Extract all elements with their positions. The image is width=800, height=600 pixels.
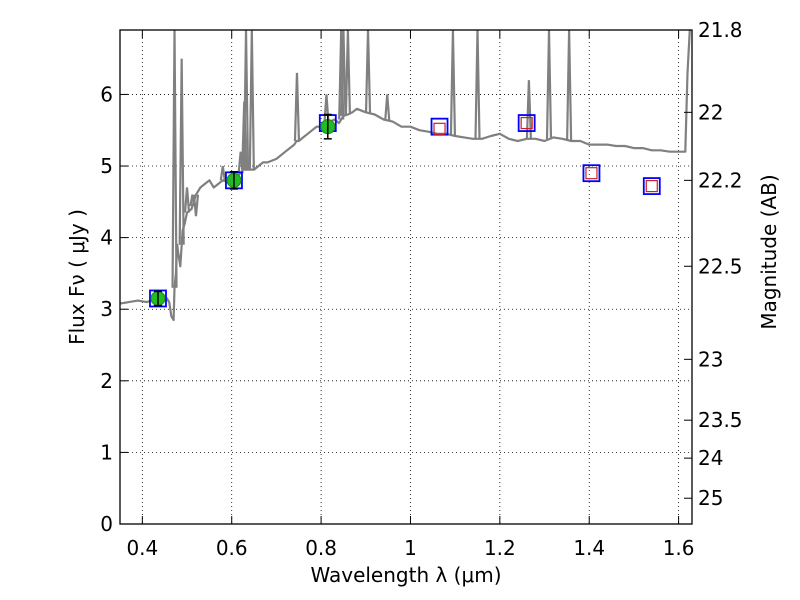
- plot-frame: [119, 29, 693, 525]
- x-tick-label: 1.2: [484, 536, 516, 560]
- y-axis-label: Flux Fν ( μJy ): [65, 209, 89, 345]
- right-tick-label: 25: [698, 486, 723, 510]
- emission-line-spike: [384, 94, 391, 121]
- model-photometry-square: [582, 164, 601, 183]
- upper-limit-square: [520, 116, 533, 130]
- x-tick-label: 0.6: [216, 536, 248, 560]
- upper-limit-square: [433, 122, 446, 135]
- right-tick-label: 23: [698, 347, 723, 371]
- y-tick-label: 1: [100, 440, 113, 464]
- emission-line-spike: [192, 194, 200, 217]
- model-photometry-square: [642, 177, 661, 195]
- x-tick-label: 0.4: [126, 536, 158, 560]
- y-tick-label: 3: [100, 297, 113, 321]
- emission-line-spike: [171, 30, 178, 288]
- emission-line-spike: [323, 94, 330, 123]
- right-axis-label: Magnitude (AB): [757, 174, 781, 329]
- model-spectrum-line: [120, 30, 691, 322]
- y-tick-label: 4: [100, 226, 113, 250]
- x-tick-label: 1.6: [663, 536, 695, 560]
- emission-line-spike: [219, 165, 226, 181]
- model-photometry-square: [149, 289, 167, 308]
- right-tick-label: 21.8: [698, 18, 743, 42]
- emission-line-spike: [178, 58, 185, 245]
- emission-line-spike: [364, 30, 372, 113]
- y-tick-label: 5: [100, 154, 113, 178]
- emission-line-spike: [449, 30, 457, 136]
- emission-line-spike: [545, 30, 553, 140]
- emission-line-spike: [248, 30, 255, 170]
- clipped-series: [120, 30, 691, 322]
- x-tick-label: 1.4: [573, 536, 605, 560]
- x-tick-label: 1: [404, 536, 417, 560]
- ticks: 0.4 0.6 0.8 1 1.2 1.4 1.6012345621.82222.222.5…: [100, 18, 742, 560]
- emission-line-spike: [525, 80, 532, 139]
- y-tick-label: 0: [100, 512, 113, 536]
- emission-line-spike: [566, 30, 573, 141]
- y-tick-label: 2: [100, 369, 113, 393]
- emission-line-spike: [340, 30, 347, 116]
- model-photometry-square: [517, 114, 536, 132]
- right-tick-label: 24: [698, 446, 723, 470]
- right-tick-label: 22: [698, 100, 723, 124]
- emission-line-spike: [344, 30, 352, 115]
- right-tick-label: 23.5: [698, 408, 743, 432]
- emission-line-spike: [183, 187, 191, 213]
- right-tick-label: 22.5: [698, 254, 743, 278]
- right-tick-label: 22.2: [698, 168, 743, 192]
- x-axis-label: Wavelength λ (μm): [310, 563, 501, 587]
- emission-line-spike: [293, 72, 301, 142]
- y-tick-label: 6: [100, 82, 113, 106]
- x-tick-label: 0.8: [305, 536, 337, 560]
- plot-content: [120, 30, 691, 322]
- emission-line-spike: [242, 30, 250, 170]
- upper-limit-square: [585, 167, 598, 180]
- upper-limit-square: [645, 179, 658, 193]
- emission-line-spike: [474, 30, 481, 139]
